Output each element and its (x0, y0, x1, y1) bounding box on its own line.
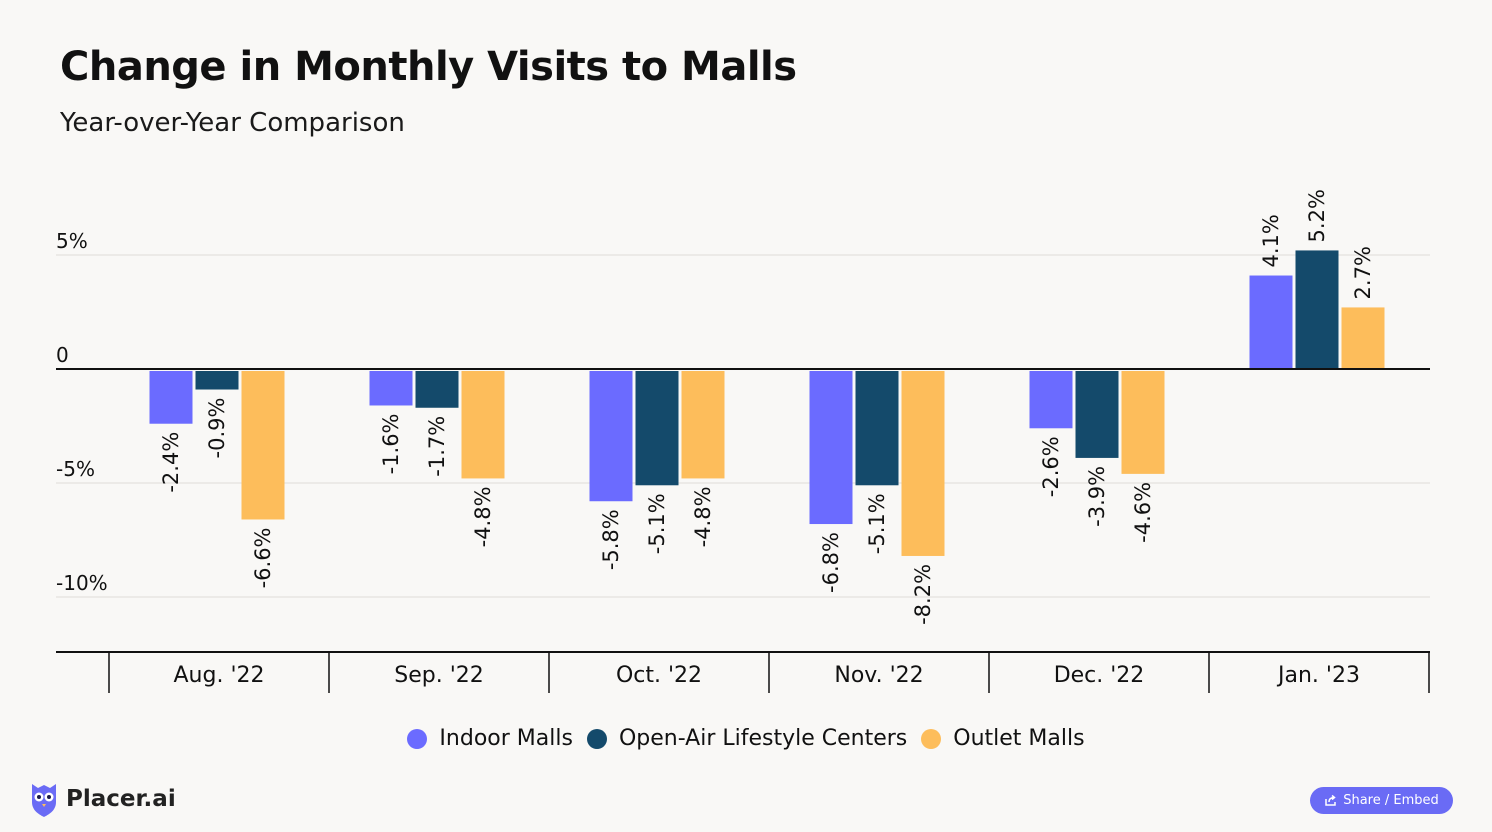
bar-0-0 (149, 371, 193, 424)
legend-label-indoor-malls: Indoor Malls (439, 726, 573, 751)
data-label: -5.8% (599, 509, 623, 570)
legend: Indoor Malls Open-Air Lifestyle Centers … (0, 726, 1492, 751)
y-tick-label: 5% (56, 229, 88, 253)
data-label: -6.6% (251, 527, 275, 588)
x-tick-label: Nov. '22 (834, 663, 923, 688)
legend-dot-outlet-malls (921, 728, 942, 749)
data-label: 5.2% (1305, 189, 1329, 242)
data-label: -3.9% (1085, 466, 1109, 527)
share-embed-button[interactable]: Share / Embed (1310, 787, 1453, 814)
data-label: -5.1% (645, 493, 669, 554)
bar-1-0 (195, 371, 239, 390)
brand-name: Placer.ai (66, 786, 176, 812)
data-label: -4.8% (471, 486, 495, 547)
brand-logo[interactable]: Placer.ai (30, 780, 176, 818)
legend-label-open-air: Open-Air Lifestyle Centers (618, 726, 908, 751)
legend-dot-open-air (586, 728, 607, 749)
bar-1-4 (1075, 371, 1119, 458)
legend-item-indoor-malls[interactable]: Indoor Malls (407, 726, 573, 751)
x-tick-label: Sep. '22 (394, 663, 484, 688)
x-tick-label: Jan. '23 (1276, 663, 1360, 688)
y-tick-label: -10% (56, 571, 108, 595)
bar-1-5 (1295, 250, 1339, 369)
data-label: -4.8% (691, 486, 715, 547)
chart-title: Change in Monthly Visits to Malls (60, 44, 797, 90)
owl-logo-icon (32, 784, 56, 817)
bar-2-1 (461, 371, 505, 479)
bar-1-1 (415, 371, 459, 408)
data-label: -2.4% (159, 432, 183, 493)
data-label: -4.6% (1131, 482, 1155, 543)
bar-0-4 (1029, 371, 1073, 429)
bar-1-2 (635, 371, 679, 486)
chart-subtitle: Year-over-Year Comparison (60, 108, 405, 138)
x-tick-label: Dec. '22 (1054, 663, 1145, 688)
bar-0-2 (589, 371, 633, 502)
legend-item-outlet-malls[interactable]: Outlet Malls (921, 726, 1085, 751)
data-label: 2.7% (1351, 246, 1375, 299)
y-tick-label: 0 (56, 343, 69, 367)
data-label: -8.2% (911, 564, 935, 625)
bar-2-2 (681, 371, 725, 479)
bar-0-3 (809, 371, 853, 525)
bar-0-5 (1249, 275, 1293, 369)
share-icon (1325, 794, 1336, 806)
data-label: -2.6% (1039, 436, 1063, 497)
x-tick-label: Aug. '22 (174, 663, 265, 688)
x-tick-label: Oct. '22 (616, 663, 702, 688)
bar-2-3 (901, 371, 945, 556)
y-tick-label: -5% (56, 457, 95, 481)
data-label: -6.8% (819, 532, 843, 593)
data-label: -1.7% (425, 416, 449, 477)
legend-item-open-air[interactable]: Open-Air Lifestyle Centers (586, 726, 908, 751)
legend-label-outlet-malls: Outlet Malls (953, 726, 1085, 751)
bar-0-1 (369, 371, 413, 406)
legend-dot-indoor-malls (407, 728, 428, 749)
share-embed-label: Share / Embed (1343, 793, 1439, 808)
data-label: -0.9% (205, 398, 229, 459)
bar-2-5 (1341, 307, 1385, 369)
bar-2-4 (1121, 371, 1165, 474)
data-label: 4.1% (1259, 214, 1283, 267)
bar-2-0 (241, 371, 285, 520)
bar-1-3 (855, 371, 899, 486)
bar-chart: 5% 0 -5% -10% -2.4% -0.9% -6.6% Aug. '22 -1.6% -1… (56, 189, 1430, 693)
data-label: -1.6% (379, 413, 403, 474)
data-label: -5.1% (865, 493, 889, 554)
